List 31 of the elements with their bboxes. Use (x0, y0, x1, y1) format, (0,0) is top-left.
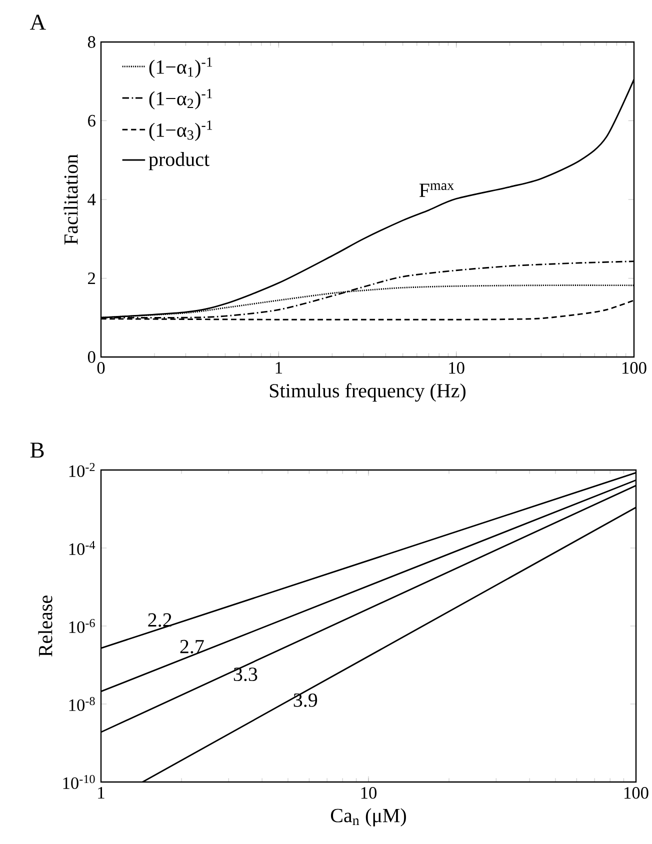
legend-label: (1−α$_{1}$)$^{-1}$ (149, 57, 212, 78)
y-tick-label: 2 (88, 272, 95, 284)
y-tick-label: 10$^{-10}$ (63, 774, 95, 790)
x-tick-label: 10 (449, 362, 464, 374)
series-label: 3.9 (294, 693, 318, 707)
x-tick-label: 1 (276, 362, 282, 374)
y-tick-label: 10$^{-6}$ (69, 619, 95, 634)
y-axis-title: Facilitation (64, 154, 78, 244)
y-tick-label: 10$^{-2}$ (69, 463, 95, 478)
y-tick-label: 4 (88, 194, 96, 206)
y-axis-title: Release (38, 596, 52, 657)
y-tick-label: 0 (88, 351, 96, 363)
x-tick-label: 100 (622, 362, 646, 374)
y-tick-label: 8 (88, 36, 96, 48)
chart-title: A (30, 14, 46, 30)
series-label: 2.7 (180, 640, 204, 654)
legend-label: (1−α$_{2}$)$^{-1}$ (149, 88, 212, 110)
y-tick-label: 6 (88, 114, 96, 127)
x-tick-label: 1 (98, 787, 104, 798)
y-tick-label: 10$^{-4}$ (69, 541, 96, 555)
x-tick-label: 10 (361, 787, 377, 799)
y-tick-label: 10$^{-8}$ (69, 696, 95, 712)
x-tick-label: 100 (624, 787, 648, 799)
chart-title: B (30, 442, 44, 458)
series-label: 3.3 (234, 668, 258, 682)
x-axis-title: Stimulus frequency (Hz) (270, 383, 466, 402)
legend-label: (1−α$_{3}$)$^{-1}$ (149, 120, 212, 141)
x-axis-title: Ca$_{n}$ (μM) (330, 808, 406, 826)
annotation: F$^{max}$ (419, 183, 454, 197)
x-tick-label: 0 (97, 362, 105, 374)
legend-label: product (148, 152, 210, 170)
